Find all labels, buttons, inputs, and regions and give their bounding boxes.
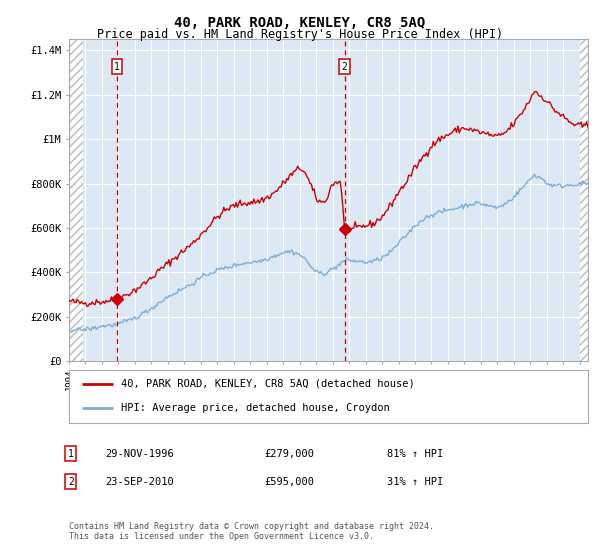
Text: £595,000: £595,000 — [264, 477, 314, 487]
Text: Contains HM Land Registry data © Crown copyright and database right 2024.
This d: Contains HM Land Registry data © Crown c… — [69, 522, 434, 542]
Text: 29-NOV-1996: 29-NOV-1996 — [105, 449, 174, 459]
Text: 81% ↑ HPI: 81% ↑ HPI — [387, 449, 443, 459]
Text: 40, PARK ROAD, KENLEY, CR8 5AQ (detached house): 40, PARK ROAD, KENLEY, CR8 5AQ (detached… — [121, 379, 415, 389]
Text: Price paid vs. HM Land Registry's House Price Index (HPI): Price paid vs. HM Land Registry's House … — [97, 28, 503, 41]
Text: £279,000: £279,000 — [264, 449, 314, 459]
Text: 31% ↑ HPI: 31% ↑ HPI — [387, 477, 443, 487]
Bar — [69, 39, 83, 361]
Text: 1: 1 — [68, 449, 74, 459]
Bar — [580, 39, 588, 361]
Text: 23-SEP-2010: 23-SEP-2010 — [105, 477, 174, 487]
Text: HPI: Average price, detached house, Croydon: HPI: Average price, detached house, Croy… — [121, 403, 389, 413]
Text: 2: 2 — [68, 477, 74, 487]
Text: 2: 2 — [341, 62, 347, 72]
Text: 1: 1 — [114, 62, 120, 72]
Text: 40, PARK ROAD, KENLEY, CR8 5AQ: 40, PARK ROAD, KENLEY, CR8 5AQ — [175, 16, 425, 30]
